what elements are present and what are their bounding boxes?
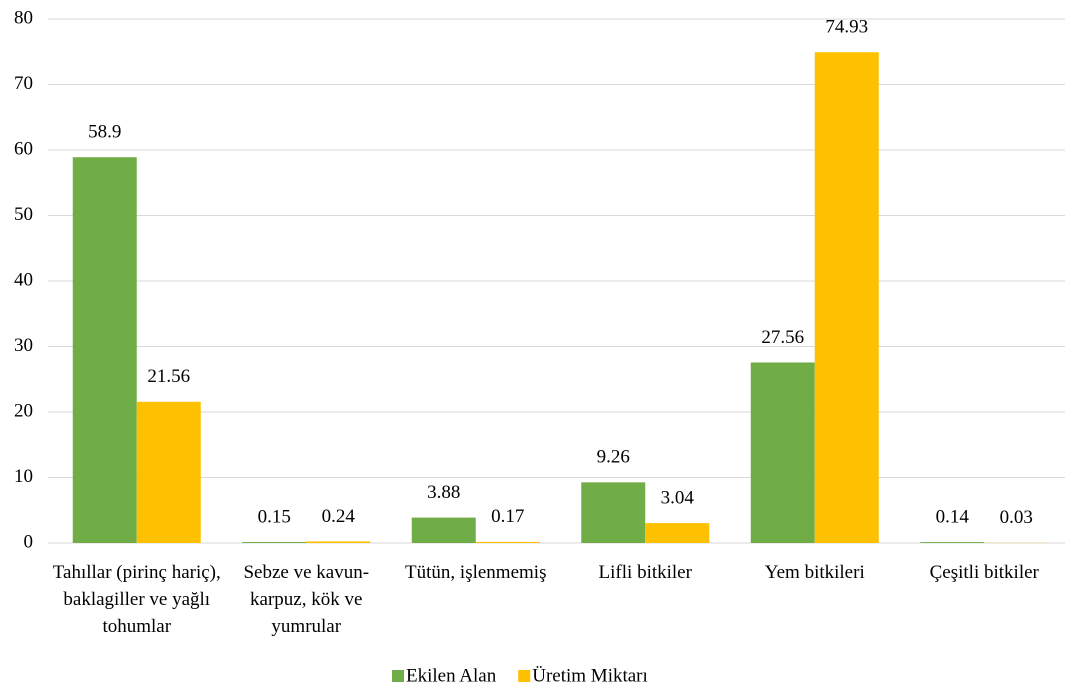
x-tick-label: Çeşitli bitkiler — [929, 562, 1039, 583]
y-tick-label: 10 — [14, 466, 33, 487]
bar — [242, 542, 307, 543]
value-label: 9.26 — [597, 447, 630, 468]
x-tick-label: Tütün, işlenmemiş — [405, 562, 547, 583]
x-tick-label: Lifli bitkiler — [598, 562, 692, 583]
y-tick-label: 0 — [24, 531, 34, 552]
y-tick-label: 80 — [14, 7, 33, 28]
y-tick-label: 30 — [14, 335, 33, 356]
y-tick-label: 40 — [14, 269, 33, 290]
legend-swatch — [392, 670, 404, 682]
y-tick-label: 60 — [14, 138, 33, 159]
bar — [306, 541, 371, 543]
legend-swatch — [518, 670, 531, 682]
y-tick-label: 70 — [14, 73, 33, 94]
legend-label: Ekilen Alan — [406, 665, 497, 686]
bar — [136, 401, 201, 543]
bar — [72, 157, 137, 543]
value-label: 3.88 — [427, 482, 460, 503]
y-tick-label: 50 — [14, 204, 33, 225]
value-label: 0.24 — [322, 506, 356, 527]
x-tick-label: Sebze ve kavun-karpuz, kök ve yumrular — [243, 562, 370, 637]
value-label: 3.04 — [661, 487, 695, 508]
bar — [475, 541, 540, 543]
value-label: 21.56 — [147, 366, 190, 387]
bar — [411, 517, 476, 543]
value-label: 0.17 — [491, 506, 524, 527]
bar — [814, 52, 879, 544]
value-label: 58.9 — [88, 122, 121, 143]
bar — [750, 362, 815, 543]
bar — [920, 542, 985, 543]
bar — [645, 523, 710, 543]
value-label: 0.15 — [258, 506, 291, 527]
bar — [581, 482, 646, 543]
x-tick-label: Tahıllar (pirinç hariç), baklagiller ve … — [52, 562, 221, 637]
value-label: 0.14 — [936, 506, 970, 527]
legend-label: Üretim Miktarı — [532, 665, 648, 686]
value-label: 27.56 — [761, 327, 804, 348]
value-label: 74.93 — [825, 17, 868, 38]
y-tick-label: 20 — [14, 400, 33, 421]
x-tick-label: Yem bitkileri — [764, 562, 865, 583]
value-label: 0.03 — [1000, 507, 1033, 528]
